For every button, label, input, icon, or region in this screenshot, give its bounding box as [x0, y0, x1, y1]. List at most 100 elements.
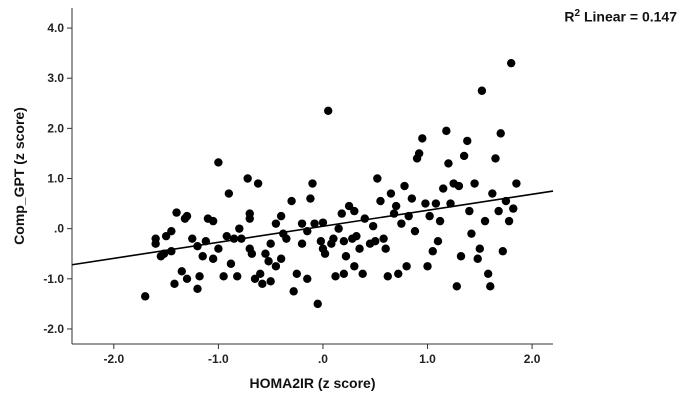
data-point — [488, 189, 497, 198]
data-point — [289, 287, 298, 296]
y-tick-label: 4.0 — [47, 21, 64, 35]
data-point — [512, 179, 521, 188]
data-point — [261, 249, 270, 258]
y-tick-label: -1.0 — [43, 272, 64, 286]
data-point — [339, 236, 349, 246]
data-point — [352, 231, 361, 241]
data-point — [433, 236, 443, 246]
data-point — [318, 218, 328, 227]
data-point — [193, 242, 202, 251]
data-point — [229, 234, 239, 243]
data-point — [475, 244, 485, 253]
data-point — [140, 292, 150, 301]
data-point — [506, 58, 516, 68]
x-tick-label: 2.0 — [524, 352, 541, 366]
data-point — [494, 206, 503, 216]
data-point — [402, 262, 411, 271]
data-point — [167, 226, 176, 236]
data-point — [331, 272, 340, 281]
data-point — [435, 216, 445, 226]
data-point — [355, 244, 364, 253]
data-point — [195, 272, 204, 281]
data-point — [297, 219, 307, 228]
data-point — [182, 211, 192, 221]
y-tick-label: 2.0 — [47, 121, 64, 135]
data-point — [303, 274, 312, 284]
data-point — [258, 279, 267, 289]
data-point — [425, 211, 434, 221]
plot-area: -2.0 -1.0 .0 1.0 2.0 4.0 3.0 2.0 1.0 .0 -1.0 -2.0 — [43, 8, 554, 366]
r2-prefix: R — [564, 8, 575, 25]
data-point — [467, 229, 476, 238]
data-point — [329, 234, 338, 243]
data-point — [226, 259, 236, 268]
x-tick-label: -2.0 — [103, 352, 124, 366]
data-points — [140, 58, 521, 309]
data-point — [371, 236, 380, 246]
data-point — [456, 252, 466, 261]
data-point — [480, 216, 490, 226]
data-point — [161, 231, 171, 241]
data-point — [151, 234, 160, 243]
data-point — [379, 234, 388, 243]
data-point — [350, 262, 359, 271]
data-point — [237, 234, 246, 243]
data-point — [389, 209, 399, 218]
data-point — [446, 199, 455, 208]
data-point — [271, 262, 281, 271]
data-point — [214, 158, 223, 167]
data-point — [276, 211, 286, 221]
data-point — [287, 196, 296, 206]
data-point — [465, 206, 474, 216]
data-point — [339, 269, 349, 278]
data-point — [477, 86, 487, 95]
data-point — [310, 219, 319, 228]
data-point — [297, 239, 307, 248]
data-point — [368, 221, 378, 231]
data-point — [439, 184, 448, 193]
data-point — [233, 272, 242, 281]
data-point — [397, 219, 406, 228]
x-tick-label: -1.0 — [208, 352, 229, 366]
data-point — [208, 254, 218, 263]
data-point — [306, 194, 315, 203]
data-point — [381, 244, 390, 253]
data-point — [350, 206, 359, 216]
data-point — [358, 269, 367, 278]
data-point — [313, 299, 322, 309]
data-point — [452, 282, 461, 291]
data-point — [303, 226, 312, 236]
data-point — [501, 196, 511, 206]
data-point — [266, 239, 275, 248]
data-point — [470, 179, 479, 188]
data-point — [308, 179, 317, 188]
data-point — [247, 249, 257, 258]
data-point — [391, 201, 401, 211]
y-tick-label: 1.0 — [47, 172, 64, 186]
data-point — [341, 252, 351, 261]
data-point — [198, 252, 207, 261]
data-point — [454, 181, 464, 191]
data-point — [418, 134, 427, 143]
data-point — [219, 272, 228, 281]
data-point — [193, 284, 202, 294]
data-point — [491, 154, 500, 163]
data-point — [483, 269, 493, 278]
data-point — [473, 254, 482, 263]
data-point — [414, 149, 424, 158]
data-point — [421, 199, 430, 208]
data-point — [428, 247, 437, 256]
data-point — [170, 279, 179, 289]
data-point — [496, 129, 505, 138]
data-point — [463, 136, 472, 146]
data-point — [323, 106, 333, 116]
regression-line — [71, 190, 554, 266]
data-point — [235, 224, 244, 233]
data-point — [208, 216, 218, 226]
data-point — [214, 244, 223, 253]
x-axis-title: HOMA2IR (z score) — [249, 375, 375, 391]
data-point — [344, 201, 354, 211]
data-point — [188, 234, 197, 243]
data-point — [423, 262, 432, 271]
